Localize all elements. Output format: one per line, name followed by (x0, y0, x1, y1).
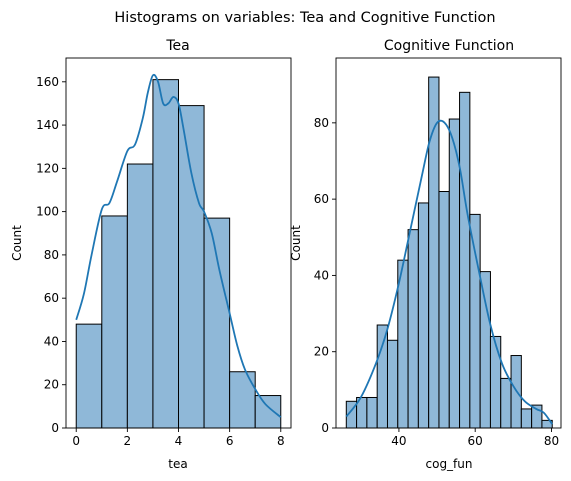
histogram-bar-cognitive-function-10 (448, 118, 461, 429)
histogram-bar-tea-7 (254, 395, 282, 429)
histogram-bar-tea-0 (75, 323, 103, 429)
histogram-bar-cognitive-function-3 (376, 324, 388, 429)
histogram-bar-cognitive-function-2 (366, 396, 378, 429)
axes-frame-tea (65, 57, 292, 429)
bars-tea (75, 79, 282, 429)
x-tick-label-tea-6: 6 (226, 434, 234, 448)
y-tick-label-cognitive-function-80: 80 (314, 116, 329, 130)
histogram-bar-tea-3 (152, 79, 180, 429)
x-axis-label-tea: tea (168, 457, 187, 471)
axes-frame-cognitive-function (335, 57, 562, 429)
y-tick-label-cognitive-function-60: 60 (314, 192, 329, 206)
histogram-bar-cognitive-function-14 (489, 335, 502, 429)
histogram-bar-cognitive-function-17 (520, 408, 533, 429)
chart-title-cognitive-function: Cognitive Function (384, 38, 514, 54)
x-ticks-cognitive-function: 40 60 80 (391, 428, 559, 448)
y-tick-label-tea-140: 140 (36, 118, 59, 132)
histogram-bar-tea-5 (203, 217, 231, 429)
y-tick-label-tea-20: 20 (44, 378, 59, 392)
y-tick-label-cognitive-function-0: 0 (321, 421, 329, 435)
y-tick-label-cognitive-function-40: 40 (314, 268, 329, 282)
x-tick-label-tea-2: 2 (124, 434, 132, 448)
histogram-bar-cognitive-function-7 (417, 202, 430, 429)
kde-cognitive-function (345, 119, 553, 425)
kde-tea (75, 73, 282, 418)
histogram-bar-cognitive-function-5 (397, 259, 409, 429)
y-tick-label-tea-0: 0 (51, 421, 59, 435)
y-ticks-tea: 0 20 40 60 80 100 120 140 160 (36, 75, 66, 435)
kde-line-cognitive-function (345, 119, 553, 425)
histogram-bar-cognitive-function-13 (479, 271, 491, 429)
x-tick-label-cognitive-function-40: 40 (391, 434, 406, 448)
x-axis-label-cognitive-function: cog_fun (426, 457, 473, 471)
figure-suptitle: Histograms on variables: Tea and Cogniti… (114, 10, 495, 26)
x-tick-label-cognitive-function-80: 80 (544, 434, 559, 448)
histogram-bar-tea-2 (126, 163, 154, 429)
x-tick-label-tea-4: 4 (175, 434, 183, 448)
histogram-bar-cognitive-function-6 (407, 229, 419, 429)
y-tick-label-cognitive-function-20: 20 (314, 345, 329, 359)
y-tick-label-tea-160: 160 (36, 75, 59, 89)
x-tick-label-tea-8: 8 (277, 434, 285, 448)
histogram-bar-cognitive-function-9 (438, 191, 450, 429)
chart-title-tea: Tea (165, 38, 189, 54)
histogram-bar-tea-4 (178, 105, 205, 429)
y-tick-label-tea-100: 100 (36, 205, 59, 219)
histogram-bar-cognitive-function-15 (500, 377, 512, 429)
x-ticks-tea: 0 2 4 6 8 (72, 428, 285, 448)
histogram-bar-tea-6 (229, 371, 256, 429)
y-axis-label-cognitive-function: Count (289, 225, 303, 261)
chart-panel-cognitive-function: Cognitive Function cog_fun Count 40 60 80 … (289, 38, 562, 471)
y-tick-label-tea-60: 60 (44, 291, 59, 305)
histogram-bar-tea-1 (101, 215, 128, 429)
y-tick-label-tea-80: 80 (44, 248, 59, 262)
histogram-bar-cognitive-function-4 (386, 339, 399, 429)
histogram-bar-cognitive-function-11 (459, 91, 471, 429)
y-axis-label-tea: Count (10, 225, 24, 261)
x-tick-label-cognitive-function-60: 60 (468, 434, 483, 448)
y-tick-label-tea-40: 40 (44, 334, 59, 348)
histogram-bar-cognitive-function-12 (469, 213, 481, 429)
kde-line-tea (75, 73, 282, 418)
y-tick-label-tea-120: 120 (36, 161, 59, 175)
chart-panel-tea: Tea tea Count 0 2 4 6 8 0 20 40 60 80 100 120 140 16… (10, 38, 292, 471)
y-ticks-cognitive-function: 0 20 40 60 80 (314, 116, 336, 435)
x-tick-label-tea-0: 0 (72, 434, 80, 448)
